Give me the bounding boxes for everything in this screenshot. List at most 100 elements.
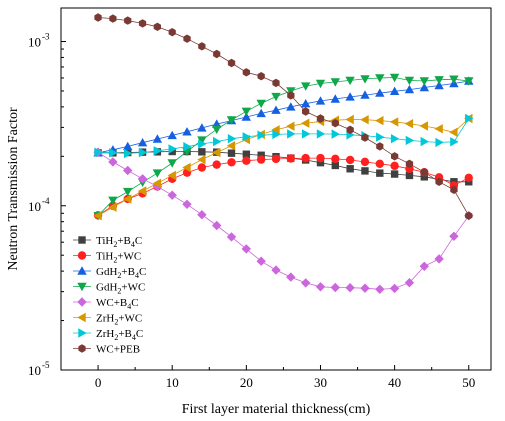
series-0 bbox=[94, 147, 473, 186]
data-point bbox=[345, 92, 355, 101]
data-point bbox=[450, 137, 459, 147]
series-2 bbox=[93, 76, 474, 157]
data-point bbox=[212, 147, 221, 158]
data-point bbox=[316, 153, 325, 163]
data-point bbox=[241, 244, 251, 254]
data-point bbox=[287, 129, 296, 139]
data-point bbox=[271, 154, 281, 164]
y-tick-exponent: -4 bbox=[42, 196, 50, 206]
data-point bbox=[272, 78, 280, 88]
data-point bbox=[227, 158, 236, 167]
data-point bbox=[331, 119, 339, 128]
data-point bbox=[271, 265, 281, 275]
y-tick-exponent: -3 bbox=[42, 32, 50, 42]
data-point bbox=[286, 154, 296, 163]
legend-marker bbox=[77, 282, 87, 292]
data-point bbox=[419, 82, 429, 92]
data-point bbox=[404, 119, 414, 129]
data-point bbox=[302, 107, 310, 116]
data-point bbox=[346, 165, 354, 173]
data-point bbox=[182, 127, 192, 136]
data-point bbox=[227, 134, 237, 144]
series-layer bbox=[93, 13, 474, 294]
data-point bbox=[212, 160, 221, 169]
data-point bbox=[376, 142, 384, 151]
data-point bbox=[124, 148, 133, 159]
data-point bbox=[286, 272, 296, 282]
series-4 bbox=[93, 147, 474, 294]
data-point bbox=[271, 92, 281, 102]
data-point bbox=[242, 150, 251, 158]
data-point bbox=[198, 42, 206, 51]
data-point bbox=[331, 129, 340, 139]
data-point bbox=[152, 178, 162, 188]
data-point bbox=[197, 210, 207, 220]
data-point bbox=[257, 151, 265, 159]
data-point bbox=[212, 125, 222, 134]
data-point bbox=[449, 231, 459, 241]
data-point bbox=[330, 78, 340, 87]
data-point bbox=[256, 155, 266, 164]
series-7 bbox=[94, 13, 473, 220]
data-point bbox=[375, 115, 384, 126]
legend-entry: ZrH2+B4C bbox=[73, 328, 143, 342]
data-point bbox=[153, 22, 161, 31]
data-point bbox=[94, 147, 103, 157]
data-point bbox=[213, 49, 221, 59]
data-point bbox=[137, 174, 148, 184]
data-point bbox=[183, 142, 192, 152]
data-point bbox=[346, 125, 354, 134]
data-point bbox=[167, 159, 177, 168]
data-point bbox=[360, 157, 370, 167]
data-point bbox=[331, 161, 340, 170]
data-point bbox=[345, 155, 355, 165]
legend-marker bbox=[78, 328, 87, 338]
data-point bbox=[197, 136, 207, 145]
data-point bbox=[435, 137, 444, 148]
legend-label: GdH2+WC bbox=[96, 282, 145, 296]
data-point bbox=[390, 134, 400, 144]
data-point bbox=[93, 211, 102, 221]
data-point bbox=[241, 107, 251, 116]
data-point bbox=[152, 169, 163, 178]
series-line bbox=[98, 151, 469, 183]
data-point bbox=[241, 112, 251, 121]
data-point bbox=[376, 132, 385, 142]
data-point bbox=[404, 76, 415, 86]
data-point bbox=[391, 152, 399, 161]
x-tick-label: 0 bbox=[95, 375, 102, 390]
data-point bbox=[345, 283, 355, 293]
data-point bbox=[375, 74, 385, 83]
data-point bbox=[226, 232, 237, 242]
series-6 bbox=[94, 113, 474, 159]
data-point bbox=[419, 261, 429, 271]
data-point bbox=[227, 58, 236, 68]
data-point bbox=[108, 196, 118, 205]
data-point bbox=[420, 136, 429, 147]
series-3 bbox=[93, 73, 474, 221]
data-point bbox=[286, 121, 295, 131]
data-point bbox=[345, 76, 355, 86]
legend-label: TiH2+WC bbox=[96, 251, 141, 265]
data-point bbox=[315, 79, 326, 89]
x-tick-label: 40 bbox=[388, 375, 401, 390]
data-point bbox=[361, 167, 369, 175]
data-point bbox=[376, 169, 384, 177]
data-point bbox=[434, 76, 444, 85]
data-point bbox=[405, 171, 414, 180]
data-point bbox=[435, 177, 443, 186]
data-point bbox=[419, 77, 429, 86]
data-point bbox=[256, 99, 266, 109]
data-point bbox=[301, 118, 310, 128]
data-point bbox=[124, 16, 132, 25]
data-point bbox=[390, 170, 399, 178]
data-point bbox=[389, 283, 400, 294]
data-point bbox=[360, 90, 370, 99]
legend-marker bbox=[77, 312, 86, 323]
data-point bbox=[108, 157, 118, 167]
data-point bbox=[360, 75, 370, 84]
y-axis-ticks: 10-310-410-5 bbox=[28, 32, 66, 378]
data-point bbox=[152, 134, 163, 143]
data-point bbox=[242, 132, 251, 142]
data-point bbox=[405, 159, 414, 168]
